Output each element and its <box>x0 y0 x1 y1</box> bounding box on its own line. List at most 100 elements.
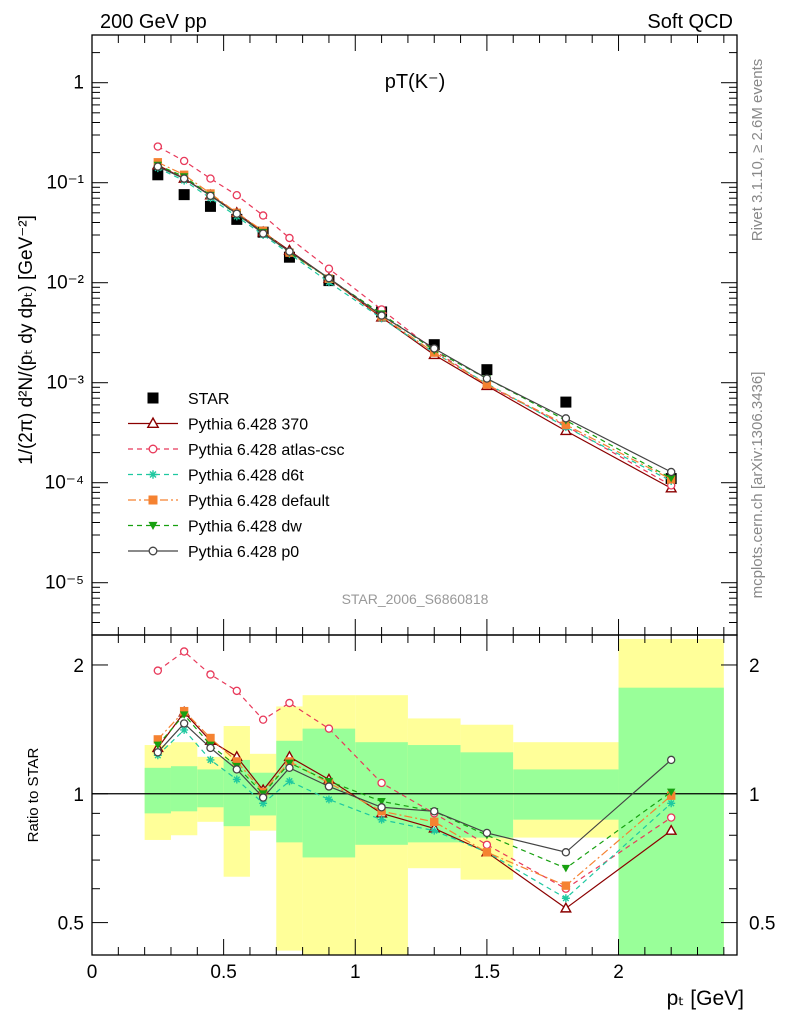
pythia-6-428-dw-legend-label: Pythia 6.428 dw <box>188 519 302 536</box>
legend: STAR Pythia 6.428 370 Pythia 6.428 atlas-c… <box>128 391 345 561</box>
pythia-6-428-p0-point <box>285 247 294 256</box>
star-point <box>178 189 190 201</box>
pythia-6-428-dw-ratio-point <box>153 741 163 750</box>
pythia-6-428-atlas-csc-point <box>324 264 334 273</box>
pythia-6-428-default-ratio-point <box>206 733 215 743</box>
pythia-6-428-default-ratio-point <box>232 757 241 766</box>
pythia-6-428-p0-ratio-point <box>206 743 215 753</box>
pythia-6-428-p0-point <box>377 311 386 320</box>
ratio-inner-band <box>197 769 224 808</box>
pythia-6-428-p0-ratio-point <box>561 848 571 857</box>
pythia-6-428-p0-ratio-point <box>666 755 676 765</box>
pythia-6-428-atlas-csc-line <box>157 146 672 486</box>
header-left: 200 GeV pp <box>100 11 207 33</box>
pythia-6-428-atlas-csc-ratio-point <box>377 778 386 788</box>
pythia-6-428-dw-ratio-point <box>179 711 189 719</box>
pythia-6-428-p0-ratio-point <box>153 748 163 757</box>
pythia-6-428-p0-point <box>430 344 439 353</box>
pythia-6-428-d6t-ratio-point <box>561 894 570 903</box>
pythia-6-428-atlas-csc-legend-marker <box>148 444 158 454</box>
pythia-6-428-370-ratio-point <box>665 824 678 835</box>
pythia-6-428-default-point <box>482 380 492 389</box>
main-y-tick-label: 10⁻² <box>47 273 85 294</box>
pythia-6-428-370-legend-marker <box>146 416 160 429</box>
star-legend-marker <box>147 392 159 404</box>
ratio-y-tick-label: 0.5 <box>58 914 84 935</box>
pythia-6-428-d6t-legend-marker <box>148 470 158 479</box>
pythia-6-428-atlas-csc-point <box>206 174 215 183</box>
rivet-label: Rivet 3.1.10, ≥ 2.6M events <box>749 59 766 242</box>
pythia-6-428-dw-ratio-point <box>324 777 334 786</box>
ratio-y-axis-label: Ratio to STAR <box>25 747 42 842</box>
pythia-6-428-default-ratio-point <box>153 735 163 744</box>
ratio-inner-band <box>513 769 619 820</box>
main-axes: 10⁻⁵ 10⁻⁴ 10⁻³ 10⁻² 10⁻¹ 1 <box>45 34 737 636</box>
pythia-6-428-d6t-ratio-point <box>324 795 333 804</box>
pythia-6-428-dw-point <box>666 474 676 483</box>
pythia-6-428-atlas-csc-legend-label: Pythia 6.428 atlas-csc <box>188 442 345 459</box>
pythia-6-428-atlas-csc-ratio-point <box>324 724 334 733</box>
main-y-tick-label: 10⁻¹ <box>47 173 85 194</box>
pythia-6-428-p0-line <box>157 166 672 473</box>
pythia-6-428-default-legend-label: Pythia 6.428 default <box>188 493 330 510</box>
ratio-axes: 0.5 0.5 1 1 2 2 0 0.5 1 1.5 2 <box>58 635 775 983</box>
pythia-6-428-p0-point <box>666 467 676 477</box>
pythia-6-428-p0-ratio-point <box>482 828 492 838</box>
pythia-6-428-d6t-ratio-point <box>206 755 215 764</box>
ratio-y-tick-label: 2 <box>73 656 84 677</box>
pythia-6-428-atlas-csc-point <box>232 190 242 200</box>
pythia-6-428-dw-legend-marker <box>148 521 158 530</box>
pythia-6-428-d6t-ratio-point <box>232 775 241 784</box>
main-y-tick-label: 1 <box>73 73 84 94</box>
pythia-6-428-dw-ratio-point <box>666 788 676 797</box>
pythia-6-428-atlas-csc-ratio-point <box>232 686 242 696</box>
pythia-6-428-dw-ratio-line <box>157 713 672 869</box>
pythia-6-428-atlas-csc-ratio-point <box>258 715 268 724</box>
star-legend-label: STAR <box>188 391 229 408</box>
star-point <box>560 396 572 408</box>
main-y-tick-label: 10⁻³ <box>47 373 85 394</box>
pythia-6-428-p0-point <box>482 374 492 383</box>
star-point <box>152 169 164 181</box>
pythia-6-428-default-ratio-line <box>157 710 672 887</box>
pythia-6-428-p0-point <box>206 191 215 201</box>
pythia-6-428-p0-ratio-point <box>430 807 439 816</box>
chart-title: pT(K⁻) <box>385 71 446 93</box>
ratio-y-tick-label-right: 2 <box>749 656 760 677</box>
pythia-6-428-default-point <box>561 420 571 429</box>
x-tick-label: 1.5 <box>474 962 500 983</box>
pythia-6-428-p0-point <box>232 209 242 218</box>
pythia-6-428-370-ratio-line <box>157 711 672 910</box>
pythia-6-428-d6t-ratio-point <box>285 777 294 786</box>
pythia-6-428-p0-point <box>153 162 163 171</box>
pythia-6-428-default-ratio-point <box>179 706 189 716</box>
pythia-6-428-p0-ratio-point <box>285 763 294 773</box>
pythia-6-428-atlas-csc-ratio-line <box>157 650 672 890</box>
x-tick-label: 0.5 <box>210 962 236 983</box>
pythia-6-428-d6t-ratio-line <box>157 729 672 899</box>
mcplots-label: mcplots.cern.ch [arXiv:1306.3436] <box>749 372 766 599</box>
main-series-layer <box>151 142 678 493</box>
pythia-6-428-atlas-csc-ratio-point <box>153 666 163 675</box>
x-tick-label: 2 <box>613 962 624 983</box>
pythia-6-428-atlas-csc-ratio-point <box>482 840 492 850</box>
pythia-6-428-d6t-ratio-point <box>430 826 439 835</box>
pythia-6-428-d6t-ratio-point <box>259 799 268 808</box>
pythia-6-428-p0-ratio-point <box>232 765 242 774</box>
pythia-6-428-d6t-legend-label: Pythia 6.428 d6t <box>188 468 304 485</box>
pythia-6-428-atlas-csc-point <box>179 156 189 166</box>
star-point <box>481 364 493 376</box>
star-point <box>204 200 216 212</box>
pythia-6-428-p0-legend-label: Pythia 6.428 p0 <box>188 544 299 561</box>
pythia-6-428-p0-point <box>258 229 268 238</box>
pythia-6-428-default-legend-marker <box>148 495 158 505</box>
analysis-id: STAR_2006_S6860818 <box>342 591 489 607</box>
pythia-6-428-p0-ratio-point <box>324 782 334 791</box>
pythia-6-428-p0-ratio-point <box>179 719 189 728</box>
pythia-6-428-d6t-ratio-point <box>180 725 189 734</box>
x-tick-label: 0 <box>87 962 98 983</box>
pythia-6-428-atlas-csc-ratio-point <box>666 813 676 822</box>
pythia-6-428-p0-point <box>324 273 334 283</box>
main-y-axis-label: 1/(2π) d²N/(pₜ dy dpₜ) [GeV⁻²] <box>16 215 37 465</box>
